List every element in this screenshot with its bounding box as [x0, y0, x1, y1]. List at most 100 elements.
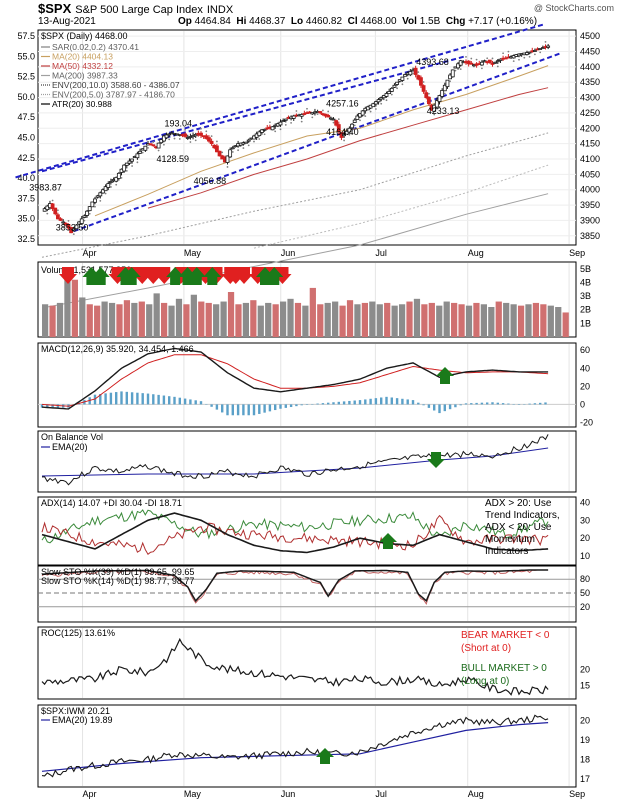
candle-body: [87, 206, 92, 212]
volume-bar-41: [346, 300, 354, 337]
sar-dot: [200, 127, 202, 130]
right-tick-adx-0: 40: [580, 497, 590, 507]
ratio-ema-line: [41, 722, 549, 772]
candle-body: [283, 118, 288, 121]
macd-hist-bar: [480, 402, 484, 405]
sto-title-2: Slow STO %K(14) %D(1) 98.77, 98.77: [41, 576, 194, 586]
candle-body: [440, 90, 445, 97]
left-tick-price-3: 50.0: [17, 92, 35, 102]
candle-body: [419, 77, 423, 86]
right-tick-price-10: 4000: [580, 185, 600, 195]
left-tick-price-8: 37.5: [17, 193, 35, 203]
right-tick-adx-1: 30: [580, 515, 590, 525]
macd-hist-bar: [51, 404, 54, 408]
candle-body: [421, 85, 426, 92]
ratio-ema-label: EMA(20) 19.89: [52, 715, 113, 725]
candle-body: [228, 149, 233, 158]
volume-bar-45: [376, 304, 383, 337]
volume-bar-30: [265, 302, 272, 337]
candle-body: [164, 134, 169, 139]
sar-dot: [263, 133, 266, 136]
candle-body: [442, 84, 447, 92]
candle-body: [143, 145, 148, 151]
candle-body: [270, 126, 275, 131]
right-tick-price-3: 4350: [580, 77, 600, 87]
sar-dot: [534, 53, 536, 56]
volume-bar-55: [451, 302, 458, 337]
chart-date: 13-Aug-2021: [38, 16, 96, 27]
sar-dot: [242, 147, 245, 149]
sar-dot: [99, 200, 102, 202]
left-tick-price-9: 35.0: [17, 214, 35, 224]
candle-body: [387, 91, 392, 95]
macd-hist-bar: [178, 397, 181, 405]
macd-hist-bar: [115, 392, 118, 405]
month-label-0: Apr: [83, 248, 97, 258]
candle-body: [347, 127, 352, 133]
candle-body: [156, 142, 161, 149]
volume-bar-42: [354, 304, 361, 337]
macd-hist-bar: [358, 400, 362, 405]
volume-bar-40: [339, 305, 346, 337]
ohlc-readout: Op 4464.84 Hi 4468.37 Lo 4460.82 Cl 4468…: [178, 16, 537, 27]
candle-body: [199, 132, 203, 136]
candle-body: [260, 129, 264, 133]
candle-body: [214, 145, 219, 153]
up-arrow-6: [187, 267, 206, 285]
sar-dot: [258, 138, 261, 140]
ma50-line: [147, 87, 549, 209]
volume-bar-70: [562, 312, 569, 337]
sar-dot: [168, 138, 171, 141]
sar-dot: [205, 130, 208, 133]
sar-dot: [359, 119, 361, 122]
low-value: 4460.82: [305, 16, 343, 27]
candle-body: [424, 92, 429, 98]
roc-bull-note-1: BULL MARKET > 0: [461, 663, 547, 674]
candle-body: [61, 221, 66, 224]
sar-dot: [94, 205, 96, 208]
right-tick-volume-2: 3B: [580, 291, 591, 301]
high-value: 4468.37: [249, 16, 286, 27]
sar-dot: [284, 124, 287, 126]
macd-hist-bar: [327, 402, 330, 405]
candle-body: [124, 162, 129, 166]
volume-bar-47: [391, 305, 398, 337]
macd-hist-bar: [443, 404, 446, 412]
macd-hist-bar: [348, 400, 351, 405]
adx-note-4: Indicators: [485, 546, 528, 557]
candle-body: [103, 186, 108, 192]
volume-bar-29: [257, 305, 264, 337]
macd-up-arrow: [436, 367, 454, 384]
candle-body: [482, 60, 487, 63]
candle-body: [66, 224, 71, 229]
macd-hist-bar: [459, 404, 462, 406]
sto39-line: [41, 569, 549, 603]
obv-ema-line: [41, 447, 549, 477]
macd-hist-bar: [337, 401, 340, 405]
macd-hist-bar: [242, 404, 245, 416]
volume-title: Volume 1,531,577,856: [41, 265, 131, 275]
candle-body: [479, 61, 484, 66]
minus-di-line: [41, 514, 549, 555]
right-tick-sto-2: 20: [580, 602, 590, 612]
candle-body: [185, 137, 190, 139]
candle-body: [408, 71, 413, 76]
volume-bar-3: [64, 268, 71, 337]
macd-hist-bar: [332, 402, 335, 405]
right-tick-macd-3: 0: [580, 399, 585, 409]
macd-hist-bar: [454, 404, 457, 408]
sar-dot: [322, 109, 324, 112]
ma20-line: [94, 65, 549, 217]
sar-dot: [465, 55, 467, 58]
sar-dot: [83, 219, 86, 222]
right-tick-price-9: 4050: [580, 169, 600, 179]
sar-dot: [375, 108, 377, 110]
month-label-bottom-1: May: [184, 789, 202, 799]
volume-bar-39: [332, 301, 339, 337]
volume-bar-37: [317, 304, 324, 337]
macd-hist-bar: [258, 404, 261, 414]
volume-bar-16: [160, 302, 168, 337]
sar-dot: [290, 121, 292, 124]
candle-body: [490, 63, 495, 65]
right-tick-adx-2: 20: [580, 533, 590, 543]
